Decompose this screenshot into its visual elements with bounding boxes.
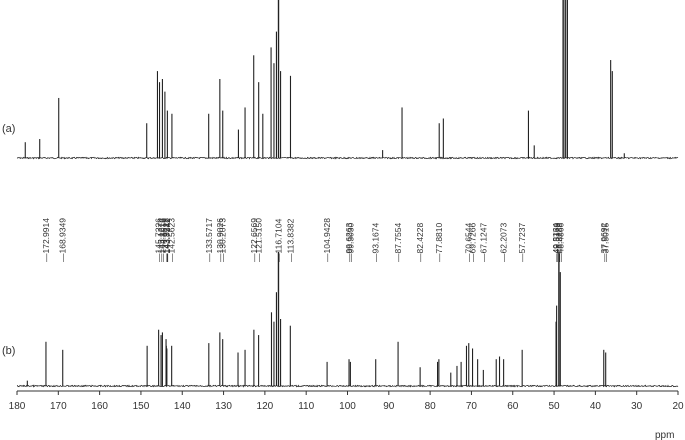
peak-annotation-4: —144.8018	[157, 218, 167, 262]
peak-annotation-13: —121.5150	[254, 218, 264, 262]
spectrum-trace-a	[16, 156, 679, 160]
peak-annotation-0: —172.9914	[41, 218, 51, 262]
peak-marks-b	[26, 252, 607, 386]
peak-annotation-21: —82.4228	[415, 223, 425, 262]
peak-annotation-8: —142.5623	[167, 218, 177, 262]
peak-annotation-6: —143.8511	[161, 218, 171, 262]
x-tick-label-8: 100	[339, 401, 356, 412]
x-axis-ticks: 180 170 160 150 140 130 120 110 100 90 80 70 60 50 40 3…	[9, 391, 684, 412]
x-tick-label-13: 50	[549, 401, 561, 412]
peak-marks-a	[24, 0, 625, 158]
x-axis-unit: ppm	[655, 430, 674, 440]
x-tick-label-2: 160	[91, 401, 108, 412]
peak-annotation-15: —113.8382	[285, 218, 295, 262]
spectrum-panel-b: (b)	[2, 252, 679, 388]
peak-annotations: —172.9914 —168.9349 —145.7226—145.1274—144…	[41, 218, 611, 262]
peak-annotation-33: —37.5015	[601, 223, 611, 262]
x-tick-label-14: 40	[590, 401, 602, 412]
peak-annotation-20: —87.7554	[393, 223, 403, 262]
peak-annotation-22: —77.8810	[434, 223, 444, 262]
peak-annotation-26: —62.2073	[499, 223, 509, 262]
peak-annotation-1: —168.9349	[58, 218, 68, 262]
peak-annotation-32: —37.9692	[599, 223, 609, 262]
peak-annotation-28: —49.5164	[551, 223, 561, 262]
peak-annotation-16: —104.9428	[322, 218, 332, 262]
x-tick-label-16: 20	[672, 401, 684, 412]
spectrum-panel-a: (a)	[2, 0, 679, 160]
peak-annotation-3: —145.1274	[156, 218, 166, 262]
peak-annotation-31: —48.4866	[555, 223, 565, 262]
spectrum-trace-b	[16, 384, 679, 388]
peak-annotation-10: —130.9026	[215, 218, 225, 262]
peak-annotation-25: —67.1247	[478, 223, 488, 262]
x-tick-label-6: 120	[257, 401, 274, 412]
peak-annotation-19: —93.1674	[371, 223, 381, 262]
peak-annotation-12: —122.6569	[249, 218, 259, 262]
peak-annotation-29: —49.3779	[552, 223, 562, 262]
x-axis: 180 170 160 150 140 130 120 110 100 90 80 70 60 50 40 3…	[9, 390, 684, 440]
x-tick-label-9: 90	[383, 401, 395, 412]
peak-annotation-14: —116.7104	[274, 218, 284, 262]
x-tick-label-7: 110	[298, 401, 314, 412]
peak-annotation-24: —69.7266	[468, 223, 478, 262]
panel-label-a: (a)	[2, 123, 15, 135]
peak-annotation-17: —99.6263	[344, 223, 354, 262]
peak-annotation-18: —99.3030	[345, 223, 355, 262]
peak-annotation-2: —145.7226	[154, 218, 164, 262]
peak-annotation-30: —48.8289	[554, 223, 564, 262]
peak-annotation-23: —70.6544	[464, 223, 474, 262]
x-tick-label-12: 60	[507, 401, 519, 412]
x-tick-label-10: 80	[425, 401, 437, 412]
x-tick-label-5: 130	[215, 401, 232, 412]
peak-annotation-11: —130.2073	[218, 218, 228, 262]
peak-annotation-7: —143.7242	[162, 218, 172, 262]
x-tick-label-3: 150	[133, 401, 150, 412]
x-tick-label-11: 70	[466, 401, 478, 412]
x-tick-label-15: 30	[631, 401, 643, 412]
panel-label-b: (b)	[2, 345, 15, 357]
x-tick-label-1: 170	[50, 401, 67, 412]
peak-annotation-5: —143.9228	[161, 218, 171, 262]
peak-annotation-9: —133.5717	[204, 218, 214, 262]
x-tick-label-0: 180	[9, 401, 26, 412]
x-tick-label-4: 140	[174, 401, 191, 412]
peak-annotation-27: —57.7237	[517, 223, 527, 262]
